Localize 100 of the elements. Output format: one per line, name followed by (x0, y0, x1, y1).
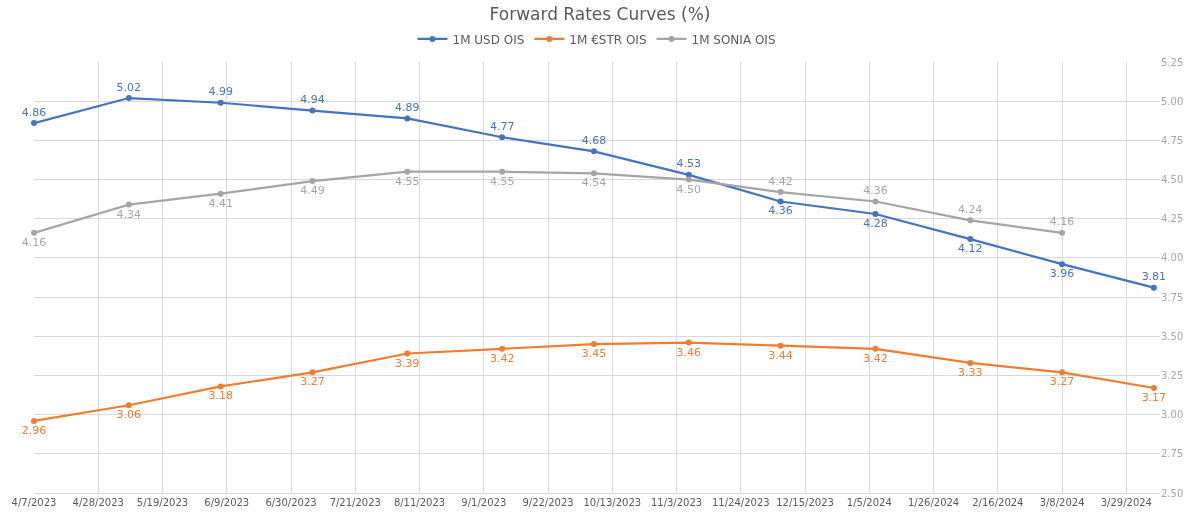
chart-title: Forward Rates Curves (%) (489, 3, 711, 24)
point (125, 201, 132, 208)
point (1059, 369, 1066, 376)
data-label: 3.27 (1049, 375, 1075, 389)
data-label: 3.46 (676, 345, 702, 359)
data-label: 3.39 (395, 356, 420, 370)
x-tick-label: 11/3/2023 (650, 497, 703, 508)
point (217, 190, 224, 197)
data-label: 3.96 (1049, 267, 1075, 281)
data-label: 4.68 (581, 133, 607, 147)
point (685, 171, 692, 178)
point (217, 383, 224, 390)
data-label: 3.33 (958, 365, 983, 379)
point (1059, 229, 1066, 236)
point (404, 115, 411, 122)
data-label: 4.77 (489, 119, 515, 133)
x-tick-label: 4/28/2023 (72, 497, 124, 508)
point (590, 170, 597, 177)
point (125, 402, 132, 409)
x-tick-label: 9/22/2023 (522, 497, 574, 508)
data-label: 4.36 (768, 204, 793, 218)
data-label: 3.42 (489, 351, 515, 365)
data-label: 3.27 (300, 375, 325, 389)
data-label: 3.06 (116, 408, 142, 422)
data-label: 4.55 (489, 174, 515, 188)
legend-label: 1M SONIA OIS (691, 32, 776, 47)
y-tick-label: 4.25 (1161, 213, 1184, 225)
data-label: 3.81 (1141, 270, 1167, 284)
point (967, 236, 974, 243)
legend-label: 1M €STR OIS (569, 32, 647, 47)
data-label: 4.55 (395, 174, 420, 188)
point (777, 189, 784, 196)
point (872, 198, 879, 205)
point (499, 168, 506, 175)
x-tick-label: 4/7/2023 (11, 497, 57, 508)
y-tick-label: 2.75 (1161, 448, 1184, 460)
x-tick-label: 2/16/2024 (972, 497, 1024, 508)
x-tick-label: 1/26/2024 (907, 497, 960, 508)
point (685, 176, 692, 183)
point (1150, 384, 1157, 391)
x-tick-label: 3/8/2024 (1039, 497, 1085, 508)
point (1059, 261, 1066, 268)
x-tick-label: 3/29/2024 (1100, 497, 1152, 508)
x-tick-label: 6/30/2023 (265, 497, 317, 508)
point (590, 148, 597, 155)
y-tick-label: 5.00 (1161, 95, 1184, 107)
x-tick-label: 7/21/2023 (329, 497, 381, 508)
data-label: 4.94 (300, 93, 325, 107)
point (777, 198, 784, 205)
point (685, 339, 692, 346)
data-label: 4.16 (21, 235, 47, 249)
data-label: 4.34 (116, 207, 142, 221)
data-label: 4.50 (676, 182, 702, 196)
point (404, 168, 411, 175)
data-label: 4.28 (863, 217, 888, 231)
data-label: 3.18 (208, 389, 233, 403)
x-tick-label: 1/5/2024 (846, 497, 892, 508)
data-label: 4.54 (581, 176, 607, 190)
point (967, 217, 974, 224)
x-tick-label: 12/15/2023 (776, 497, 834, 508)
data-label: 3.42 (863, 351, 888, 365)
data-label: 4.24 (958, 202, 983, 216)
y-tick-label: 4.50 (1161, 174, 1184, 186)
data-label: 4.86 (21, 105, 47, 119)
point (309, 369, 316, 376)
data-label: 4.41 (208, 196, 233, 210)
x-tick-label: 6/9/2023 (204, 497, 250, 508)
data-label: 3.45 (581, 347, 607, 361)
data-label: 4.99 (208, 85, 233, 99)
x-tick-label: 8/11/2023 (393, 497, 446, 508)
data-label: 4.36 (863, 183, 888, 197)
data-label: 2.96 (21, 423, 47, 437)
data-label: 4.49 (300, 184, 325, 198)
legend-label: 1M USD OIS (452, 32, 525, 47)
data-label: 3.44 (768, 348, 793, 362)
point (31, 120, 37, 127)
point (872, 211, 879, 218)
data-label: 4.42 (768, 174, 793, 188)
y-tick-label: 5.25 (1161, 56, 1184, 68)
point (31, 229, 37, 236)
y-tick-label: 3.25 (1161, 369, 1184, 381)
data-label: 5.02 (116, 80, 142, 94)
x-tick-label: 9/1/2023 (461, 497, 507, 508)
y-tick-label: 4.75 (1161, 134, 1184, 146)
y-tick-label: 2.50 (1161, 487, 1184, 499)
x-tick-label: 10/13/2023 (583, 497, 642, 508)
x-tick-label: 11/24/2023 (711, 497, 770, 508)
y-tick-label: 3.50 (1161, 330, 1184, 342)
x-tick-label: 5/19/2023 (136, 497, 189, 508)
point (872, 345, 879, 352)
y-tick-label: 4.00 (1161, 252, 1184, 264)
point (590, 341, 597, 348)
data-label: 4.12 (958, 242, 983, 256)
point (309, 107, 316, 114)
data-label: 4.89 (395, 100, 420, 114)
point (499, 134, 506, 141)
point (309, 178, 316, 185)
point (967, 359, 974, 366)
point (31, 417, 37, 424)
data-label: 4.53 (676, 157, 702, 171)
